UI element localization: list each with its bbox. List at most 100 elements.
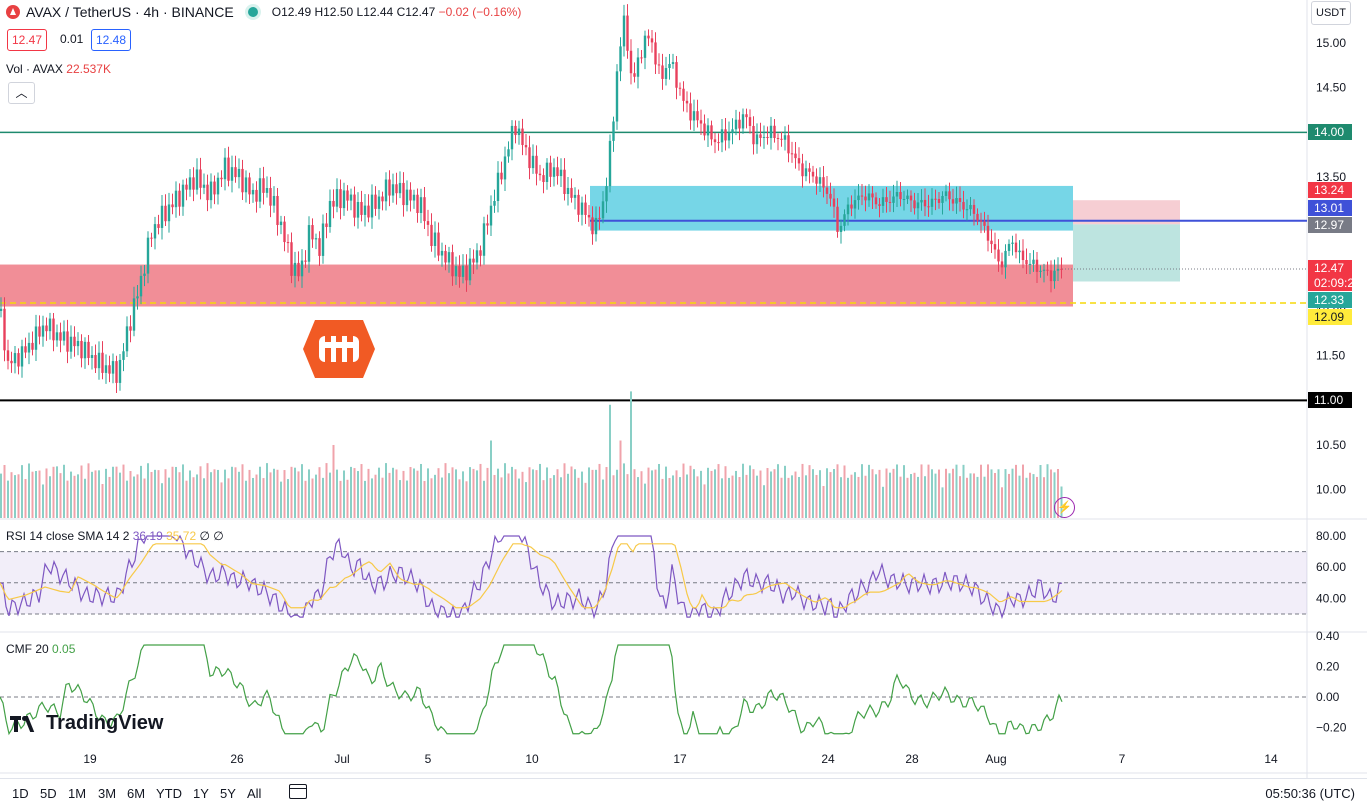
range-ytd[interactable]: YTD [156, 786, 182, 801]
volume-bar [966, 477, 968, 518]
clock-readout[interactable]: 05:50:36 (UTC) [1265, 786, 1355, 801]
range-1d[interactable]: 1D [12, 786, 29, 801]
volume-bar [458, 479, 461, 518]
candle-body [1011, 242, 1014, 244]
rsi-line [0, 534, 1063, 620]
candle-body [451, 252, 454, 277]
volume-bar [707, 467, 709, 518]
range-3m[interactable]: 3M [98, 786, 117, 801]
volume-bar [672, 475, 674, 518]
volume-bar [462, 471, 464, 518]
candle-body [836, 206, 839, 232]
volume-bar [241, 464, 244, 518]
candle-body [220, 177, 223, 180]
watermark-logo-icon [303, 320, 375, 378]
volume-bar [1032, 474, 1035, 518]
volume-bar [329, 472, 331, 518]
currency-selector[interactable]: USDT [1311, 1, 1351, 25]
volume-bar [941, 487, 944, 518]
candle-body [265, 188, 269, 193]
volume-bar [1057, 469, 1059, 518]
candle-body [363, 205, 367, 215]
sell-price-box[interactable]: 12.47 [7, 29, 48, 51]
volume-bar [52, 466, 55, 518]
price-tag-text: 12.47 [1314, 261, 1344, 275]
volume-bar [38, 470, 41, 518]
volume-bar [402, 470, 405, 518]
candle-body [944, 191, 948, 196]
candle-body [1035, 259, 1039, 272]
buy-price-box[interactable]: 12.48 [91, 29, 132, 51]
candle-body [482, 223, 486, 256]
volume-bar [455, 469, 457, 518]
candle-body [507, 149, 510, 157]
symbol-title[interactable]: AVAX / TetherUS · 4h · BINANCE [26, 4, 234, 20]
volume-bar [731, 475, 734, 518]
candle-body [832, 198, 836, 207]
range-1y[interactable]: 1Y [193, 786, 209, 801]
candle-body [1025, 260, 1028, 265]
range-6m[interactable]: 6M [127, 786, 146, 801]
candle-body [1004, 250, 1007, 268]
candle-body [213, 181, 216, 195]
volume-bar [651, 470, 653, 518]
rsi-tick: 80.00 [1316, 529, 1346, 543]
volume-bar [532, 469, 534, 518]
cmf-tick: −0.20 [1316, 721, 1347, 735]
candle-body [619, 46, 622, 72]
volume-bar [997, 469, 1000, 518]
volume-bar [161, 483, 163, 518]
candle-body [955, 198, 958, 204]
volume-bar [490, 440, 492, 518]
candle-body [559, 169, 563, 177]
candle-body [262, 178, 265, 193]
range-5d[interactable]: 5D [40, 786, 57, 801]
range-1m[interactable]: 1M [68, 786, 87, 801]
candle-body [899, 191, 902, 200]
candle-body [199, 169, 202, 188]
collapse-legend-button[interactable]: ︿ [8, 82, 35, 104]
volume-bar [168, 477, 170, 518]
volume-bar [297, 471, 300, 518]
volume-bar [87, 463, 90, 518]
candle-body [297, 262, 300, 277]
candle-body [251, 189, 255, 195]
candle-body [433, 232, 437, 247]
candle-body [1018, 250, 1021, 253]
candle-body [157, 224, 160, 228]
cmf-tick: 0.00 [1316, 690, 1340, 704]
candle-body [416, 194, 419, 214]
candle-body [367, 205, 370, 218]
volume-bar [262, 478, 265, 518]
range-all[interactable]: All [247, 786, 262, 801]
candle-body [52, 318, 55, 341]
calendar-icon[interactable] [289, 784, 307, 799]
candle-body [24, 346, 27, 353]
rsi-sma-line [0, 543, 1063, 609]
volume-bar [560, 477, 562, 518]
volume-bar [203, 478, 205, 518]
time-tick: 24 [821, 752, 835, 766]
candle-body [1046, 269, 1049, 271]
candle-body [815, 176, 818, 184]
candle-body [356, 201, 360, 218]
candle-body [493, 201, 496, 206]
candle-body [132, 298, 136, 331]
candle-body [34, 326, 38, 350]
lightning-icon[interactable]: ⚡ [1054, 497, 1075, 518]
candle-body [878, 204, 881, 206]
candle-body [381, 196, 384, 202]
volume-bar [742, 463, 744, 518]
candle-body [171, 204, 174, 208]
candle-body [524, 145, 528, 148]
rsi-value: 36.19 [132, 529, 163, 543]
price-tick: 10.50 [1316, 438, 1346, 452]
candle-body [976, 213, 979, 221]
volume-bar [987, 464, 989, 518]
volume-bar [763, 485, 765, 518]
range-5y[interactable]: 5Y [220, 786, 236, 801]
candle-body [328, 200, 332, 228]
candle-body [167, 204, 171, 222]
candle-body [342, 190, 346, 209]
